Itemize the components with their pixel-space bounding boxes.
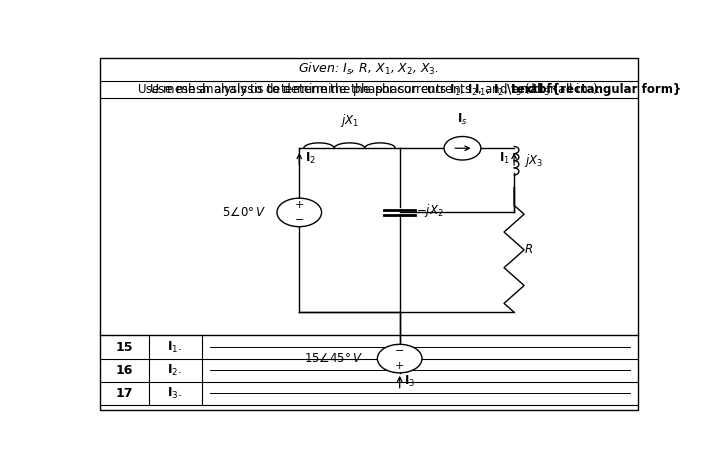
Text: 16: 16 <box>116 363 133 377</box>
Text: $15\angle 45°\,V$: $15\angle 45°\,V$ <box>305 352 364 365</box>
Text: −: − <box>395 346 405 356</box>
Text: $\mathbf{I}_2$: $\mathbf{I}_2$ <box>305 151 316 167</box>
Text: 15: 15 <box>116 340 133 354</box>
Text: $\mathbf{I}_s$: $\mathbf{I}_s$ <box>457 112 468 127</box>
Text: Use mesh analysis to determine the phasor currents $\mathbf{I}_1$, $\mathbf{I}_2: Use mesh analysis to determine the phaso… <box>149 81 589 98</box>
Text: $\mathbf{I}_1$: $\mathbf{I}_1$ <box>499 151 510 167</box>
Text: +: + <box>294 200 304 210</box>
Text: $5\angle 0°\,V$: $5\angle 0°\,V$ <box>222 206 266 219</box>
Circle shape <box>444 137 481 160</box>
Circle shape <box>277 198 322 227</box>
Text: $\mathbf{I}_3$.: $\mathbf{I}_3$. <box>168 386 183 401</box>
Text: $jX_1$: $jX_1$ <box>340 112 359 129</box>
Text: $\mathbf{I}_1$.: $\mathbf{I}_1$. <box>168 339 183 355</box>
Circle shape <box>377 344 422 373</box>
Text: \textbf{rectangular form}: \textbf{rectangular form} <box>508 82 682 95</box>
Text: Given: $\mathit{I}_s$, $R$, $X_1$, $X_2$, $X_3$.: Given: $\mathit{I}_s$, $R$, $X_1$, $X_2$… <box>298 61 440 77</box>
Text: 17: 17 <box>116 387 133 400</box>
Text: $\mathbf{I}_3$: $\mathbf{I}_3$ <box>404 374 415 389</box>
Text: +: + <box>395 361 405 371</box>
Text: $jX_3$: $jX_3$ <box>524 152 544 169</box>
Text: ).: ). <box>593 82 600 95</box>
Text: $R$: $R$ <box>524 244 534 257</box>
Text: $\mathbf{I}_2$.: $\mathbf{I}_2$. <box>168 363 183 378</box>
Text: Use mesh analysis to determine the phasor currents $\mathbf{I}_1$, $\mathbf{I}_2: Use mesh analysis to determine the phaso… <box>138 81 559 98</box>
Text: $-jX_2$: $-jX_2$ <box>416 202 444 219</box>
Text: −: − <box>294 215 304 225</box>
